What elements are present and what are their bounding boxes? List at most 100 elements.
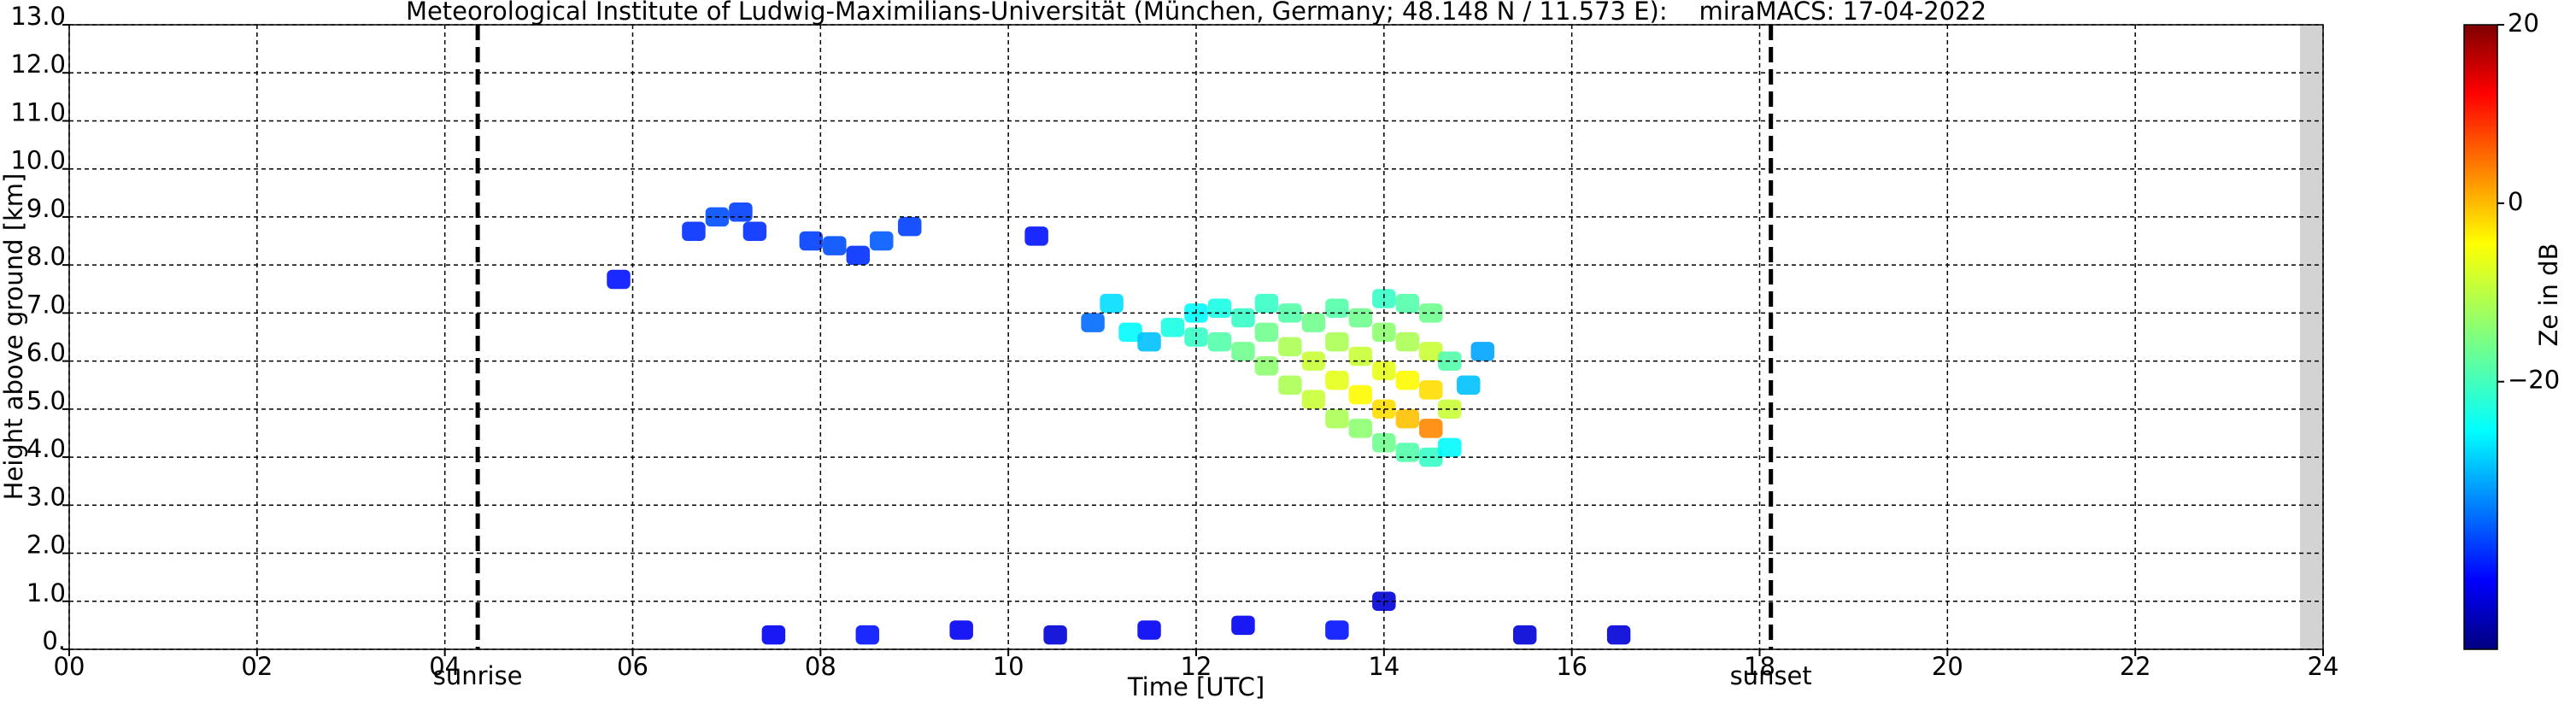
echo-cell — [1325, 331, 1349, 352]
y-tick-label: 10.0 — [10, 146, 66, 175]
echo-cell — [1118, 322, 1142, 343]
echo-cell — [1395, 331, 1420, 352]
y-tick-label: 0. — [42, 626, 66, 655]
x-tick-label: 02 — [241, 652, 273, 681]
y-tick-label: 8.0 — [26, 242, 66, 271]
colorbar-frame — [2463, 24, 2498, 650]
x-tick-label: 12 — [1181, 652, 1212, 681]
x-tick-label: 04 — [429, 652, 461, 681]
y-tick-label: 6.0 — [26, 338, 66, 367]
echo-cell — [1231, 615, 1255, 636]
y-tick-label: 9.0 — [26, 194, 66, 223]
echo-cell — [1348, 419, 1373, 438]
x-tick-label: 20 — [1932, 652, 1963, 681]
y-tick-label: 5.0 — [26, 386, 66, 415]
annotation-label: sunrise — [433, 661, 523, 690]
echo-cell — [1325, 620, 1349, 640]
echo-cell — [1278, 303, 1302, 323]
x-tick-label: 16 — [1556, 652, 1587, 681]
x-tick-label: 08 — [805, 652, 836, 681]
echo-cell — [1278, 337, 1302, 356]
echo-cell — [1325, 408, 1349, 429]
x-tick-label: 18 — [1744, 652, 1775, 681]
colorbar-tick-label: 0 — [2508, 187, 2523, 216]
y-tick-label: 2.0 — [26, 531, 66, 560]
echo-cell — [1372, 399, 1396, 419]
echo-cell — [1081, 313, 1105, 332]
echo-cell — [1457, 375, 1481, 395]
colorbar — [2464, 25, 2497, 649]
echo-cell — [1160, 318, 1185, 337]
echo-cell — [1395, 408, 1420, 429]
echo-cell — [1372, 361, 1396, 381]
y-tick-label: 13.0 — [10, 2, 66, 31]
echo-cell — [1372, 322, 1396, 343]
echo-cell — [1372, 591, 1396, 612]
echo-cell — [1606, 625, 1631, 645]
echo-cell — [761, 625, 786, 645]
echo-cell — [1137, 331, 1161, 352]
y-axis-label: Height above ground [km] — [0, 173, 28, 501]
x-tick-label: 14 — [1368, 652, 1399, 681]
x-axis-label: Time [UTC] — [1127, 672, 1265, 701]
x-tick-label: 22 — [2120, 652, 2151, 681]
no-data-region — [2300, 25, 2323, 649]
echo-cell — [1301, 351, 1326, 371]
echo-cell — [1278, 375, 1302, 395]
echo-cell — [1348, 346, 1373, 367]
echo-cell — [1325, 370, 1349, 390]
echo-cell — [1512, 625, 1537, 645]
annotation-label: sunset — [1730, 661, 1812, 690]
echo-cell — [1207, 298, 1232, 319]
echo-cell — [1325, 298, 1349, 319]
echo-cell — [729, 202, 753, 222]
echo-cell — [1231, 308, 1255, 328]
x-tick-label: 06 — [617, 652, 648, 681]
colorbar-tick-label: −20 — [2508, 366, 2560, 395]
y-tick-label: 11.0 — [10, 97, 66, 126]
echo-cell — [1231, 342, 1255, 361]
echo-cell — [1419, 380, 1443, 400]
colorbar-label: Ze in dB — [2534, 243, 2563, 347]
echo-cell — [607, 269, 631, 290]
echo-cell — [949, 620, 973, 640]
chart-title: Meteorological Institute of Ludwig-Maxim… — [406, 0, 1986, 26]
echo-cell — [1043, 625, 1067, 645]
x-tick-label: 00 — [54, 652, 85, 681]
echo-cell — [1372, 289, 1396, 308]
echo-cell — [1254, 355, 1279, 376]
echo-cell — [1024, 226, 1048, 246]
echo-cell — [1395, 370, 1420, 390]
y-tick-label: 3.0 — [26, 482, 66, 511]
echo-cell — [1100, 293, 1124, 314]
echo-cell — [1470, 342, 1494, 361]
echo-cell — [1348, 384, 1373, 405]
echo-cell — [1348, 308, 1373, 328]
echo-cell — [1419, 419, 1443, 438]
echo-cell — [1438, 437, 1462, 458]
echo-cell — [870, 231, 894, 251]
x-tick-label: 24 — [2308, 652, 2339, 681]
y-tick-label: 4.0 — [26, 434, 66, 463]
echo-cell — [1137, 620, 1161, 640]
x-tick-label: 10 — [993, 652, 1024, 681]
plot-frame — [68, 24, 2324, 650]
echo-cell — [1184, 327, 1208, 347]
echo-cell — [1207, 331, 1232, 352]
echo-cell — [799, 231, 824, 251]
echo-cell — [1395, 293, 1420, 314]
echo-cell — [855, 625, 880, 645]
echo-cell — [682, 221, 706, 242]
echo-cell — [1301, 390, 1326, 409]
echo-cell — [1254, 293, 1279, 314]
echo-cell — [742, 221, 767, 242]
y-tick-label: 1.0 — [26, 578, 66, 607]
echo-cell — [1419, 342, 1443, 361]
y-tick-label: 7.0 — [26, 290, 66, 319]
y-tick-label: 12.0 — [10, 50, 66, 79]
colorbar-tick-label: 20 — [2508, 9, 2539, 38]
echo-cell — [1254, 322, 1279, 343]
echo-cell — [1395, 443, 1420, 462]
echo-cell — [846, 245, 871, 266]
